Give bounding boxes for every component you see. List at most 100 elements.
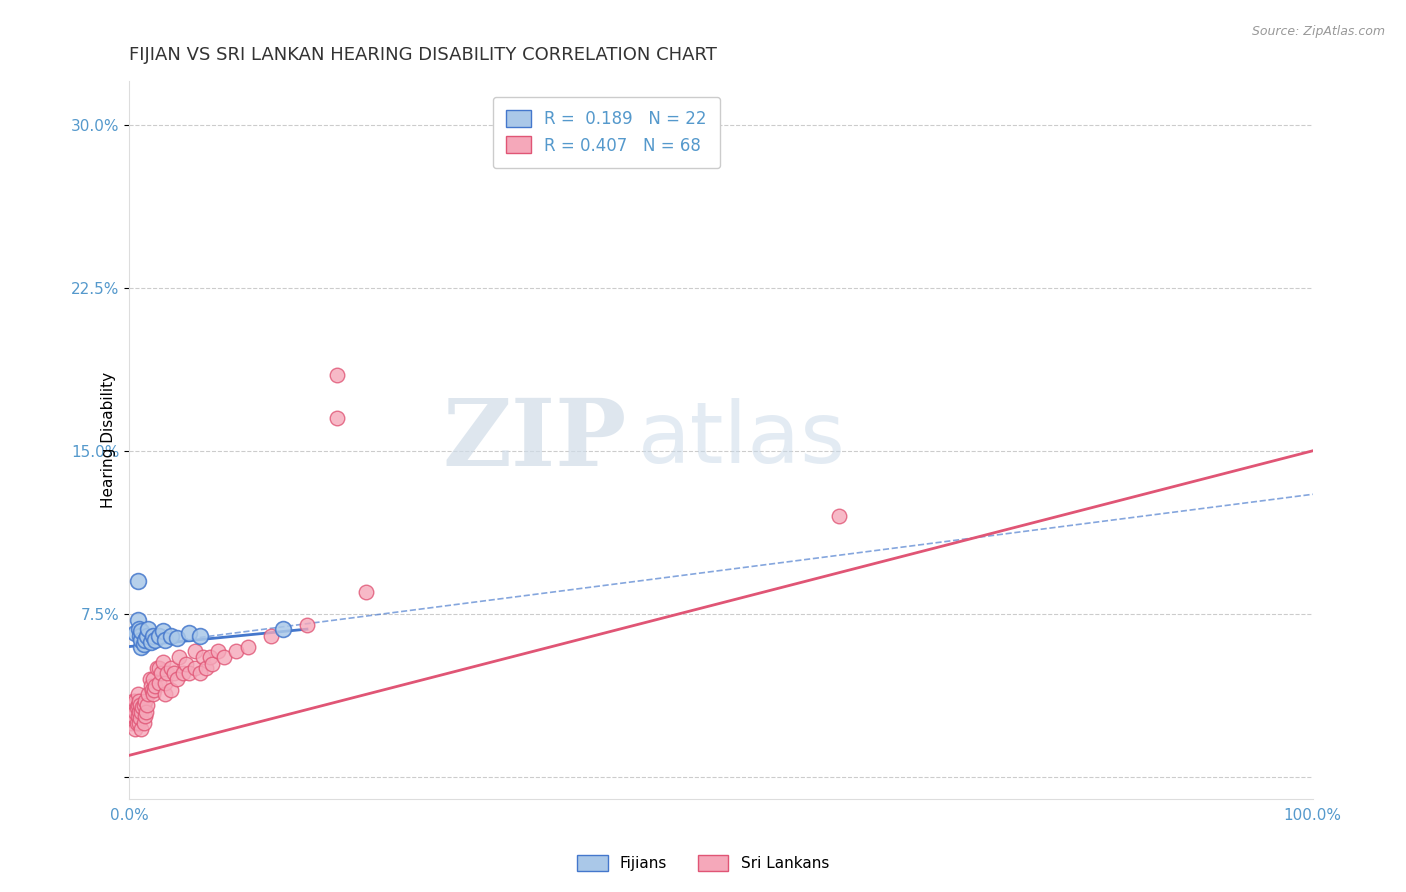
Point bbox=[148, 629, 170, 643]
Point bbox=[129, 705, 152, 719]
Point bbox=[152, 624, 174, 639]
Point bbox=[828, 509, 851, 524]
Point bbox=[325, 368, 347, 382]
Point bbox=[145, 679, 167, 693]
Point bbox=[271, 622, 294, 636]
Point bbox=[142, 672, 165, 686]
Point bbox=[163, 665, 186, 680]
Point bbox=[201, 657, 224, 671]
Point bbox=[122, 709, 145, 723]
Point bbox=[195, 661, 218, 675]
Point bbox=[128, 705, 150, 719]
Point bbox=[136, 629, 159, 643]
Point bbox=[122, 705, 145, 719]
Point bbox=[129, 629, 152, 643]
Point bbox=[212, 650, 235, 665]
Point bbox=[190, 629, 212, 643]
Point bbox=[124, 694, 146, 708]
Point bbox=[177, 665, 200, 680]
Text: FIJIAN VS SRI LANKAN HEARING DISABILITY CORRELATION CHART: FIJIAN VS SRI LANKAN HEARING DISABILITY … bbox=[129, 46, 717, 64]
Point bbox=[122, 698, 145, 713]
Point bbox=[132, 698, 155, 713]
Point bbox=[260, 629, 283, 643]
Point bbox=[150, 665, 173, 680]
Point bbox=[148, 661, 170, 675]
Point bbox=[121, 709, 143, 723]
Point bbox=[138, 687, 160, 701]
Point bbox=[127, 614, 149, 628]
Text: ZIP: ZIP bbox=[443, 395, 627, 485]
Point bbox=[148, 676, 170, 690]
Point bbox=[325, 411, 347, 425]
Point bbox=[153, 632, 176, 647]
Point bbox=[120, 715, 142, 730]
Legend: R =  0.189   N = 22, R = 0.407   N = 68: R = 0.189 N = 22, R = 0.407 N = 68 bbox=[492, 96, 720, 168]
Point bbox=[127, 574, 149, 589]
Point bbox=[134, 709, 156, 723]
Point bbox=[198, 650, 221, 665]
Point bbox=[134, 632, 156, 647]
Point bbox=[167, 650, 190, 665]
Point bbox=[124, 722, 146, 736]
Point bbox=[145, 661, 167, 675]
Point bbox=[129, 624, 152, 639]
Point bbox=[207, 644, 229, 658]
Point bbox=[129, 711, 152, 725]
Point bbox=[135, 705, 157, 719]
Point bbox=[166, 672, 188, 686]
Point bbox=[156, 665, 179, 680]
Point bbox=[166, 631, 188, 645]
Point bbox=[128, 715, 150, 730]
Point bbox=[142, 629, 165, 643]
Point bbox=[127, 709, 149, 723]
Point bbox=[136, 698, 159, 713]
Point bbox=[172, 665, 194, 680]
Point bbox=[141, 683, 163, 698]
Point bbox=[124, 705, 146, 719]
Point bbox=[129, 632, 152, 647]
Point bbox=[125, 700, 148, 714]
Point bbox=[124, 626, 146, 640]
Point bbox=[145, 632, 167, 647]
Point bbox=[354, 585, 377, 599]
Point bbox=[236, 640, 259, 654]
Point bbox=[127, 687, 149, 701]
Point bbox=[177, 626, 200, 640]
Point bbox=[129, 640, 152, 654]
Point bbox=[160, 629, 183, 643]
Point bbox=[132, 715, 155, 730]
Point bbox=[142, 687, 165, 701]
Point bbox=[152, 655, 174, 669]
Point bbox=[128, 694, 150, 708]
Point bbox=[129, 698, 152, 713]
Point bbox=[190, 665, 212, 680]
Point bbox=[143, 683, 166, 698]
Point bbox=[134, 694, 156, 708]
Point bbox=[138, 622, 160, 636]
Point bbox=[191, 650, 214, 665]
Point bbox=[128, 622, 150, 636]
Point bbox=[295, 617, 318, 632]
Point bbox=[160, 661, 183, 675]
Point bbox=[139, 635, 162, 649]
Point bbox=[122, 694, 145, 708]
Y-axis label: Hearing Disability: Hearing Disability bbox=[101, 372, 115, 508]
Point bbox=[139, 679, 162, 693]
Text: Source: ZipAtlas.com: Source: ZipAtlas.com bbox=[1251, 25, 1385, 38]
Point bbox=[174, 657, 197, 671]
Point bbox=[225, 644, 247, 658]
Point bbox=[131, 700, 153, 714]
Point bbox=[138, 672, 160, 686]
Point bbox=[153, 687, 176, 701]
Point bbox=[125, 715, 148, 730]
Point bbox=[183, 644, 205, 658]
Point bbox=[153, 676, 176, 690]
Point bbox=[183, 661, 205, 675]
Point bbox=[132, 637, 155, 651]
Text: atlas: atlas bbox=[638, 399, 846, 482]
Point bbox=[129, 722, 152, 736]
Point bbox=[160, 683, 183, 698]
Point bbox=[127, 698, 149, 713]
Point bbox=[121, 700, 143, 714]
Legend: Fijians, Sri Lankans: Fijians, Sri Lankans bbox=[571, 849, 835, 877]
